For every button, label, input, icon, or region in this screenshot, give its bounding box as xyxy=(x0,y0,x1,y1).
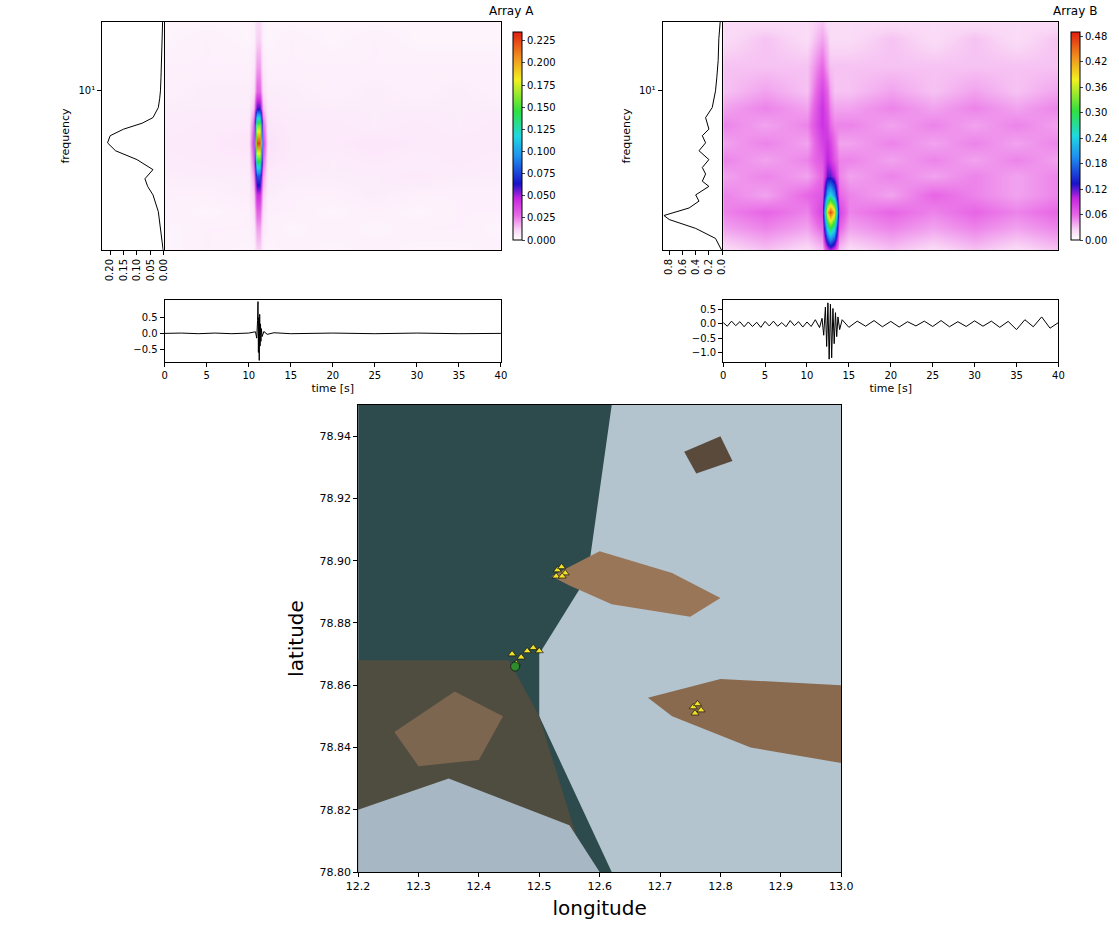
svg-text:78.80: 78.80 xyxy=(319,866,351,879)
svg-text:0.150: 0.150 xyxy=(527,102,556,113)
svg-text:0.42: 0.42 xyxy=(1085,56,1107,67)
svg-text:0.06: 0.06 xyxy=(1085,209,1107,220)
svg-text:5: 5 xyxy=(762,370,768,381)
svg-text:0: 0 xyxy=(720,370,726,381)
svg-text:20: 20 xyxy=(884,370,897,381)
svg-text:40: 40 xyxy=(1052,370,1065,381)
svg-text:25: 25 xyxy=(368,370,381,381)
svg-text:0.8: 0.8 xyxy=(663,259,674,275)
svg-text:30: 30 xyxy=(968,370,981,381)
svg-text:frequency: frequency xyxy=(59,108,72,164)
svg-text:10: 10 xyxy=(242,370,255,381)
svg-text:0.0: 0.0 xyxy=(716,259,727,275)
svg-text:12.2: 12.2 xyxy=(346,880,371,893)
svg-text:10: 10 xyxy=(801,370,814,381)
svg-text:0.100: 0.100 xyxy=(527,146,556,157)
svg-text:0.225: 0.225 xyxy=(527,35,556,46)
svg-text:12.7: 12.7 xyxy=(648,880,673,893)
svg-text:0.15: 0.15 xyxy=(118,259,129,281)
svg-text:−0.5: −0.5 xyxy=(692,333,716,344)
svg-text:0: 0 xyxy=(161,370,167,381)
svg-text:0.5: 0.5 xyxy=(142,312,158,323)
svg-text:12.4: 12.4 xyxy=(467,880,492,893)
svg-text:10¹: 10¹ xyxy=(639,85,656,96)
svg-text:0.00: 0.00 xyxy=(158,259,169,281)
svg-text:frequency: frequency xyxy=(620,108,633,164)
svg-text:0.18: 0.18 xyxy=(1085,158,1107,169)
svg-text:0.48: 0.48 xyxy=(1085,31,1107,42)
svg-text:Array B: Array B xyxy=(1053,4,1097,18)
svg-text:0.00: 0.00 xyxy=(1085,235,1107,246)
svg-text:0.5: 0.5 xyxy=(700,304,716,315)
svg-text:12.5: 12.5 xyxy=(527,880,552,893)
svg-text:−1.0: −1.0 xyxy=(692,347,716,358)
svg-text:0.025: 0.025 xyxy=(527,212,556,223)
svg-text:15: 15 xyxy=(842,370,855,381)
svg-text:78.92: 78.92 xyxy=(319,492,351,505)
svg-text:0.2: 0.2 xyxy=(703,259,714,275)
svg-text:12.8: 12.8 xyxy=(708,880,733,893)
svg-text:12.6: 12.6 xyxy=(587,880,612,893)
svg-text:10¹: 10¹ xyxy=(78,85,95,96)
svg-text:5: 5 xyxy=(204,370,210,381)
svg-text:78.90: 78.90 xyxy=(319,555,351,568)
svg-text:78.88: 78.88 xyxy=(319,617,351,630)
svg-text:0.000: 0.000 xyxy=(527,235,556,246)
svg-text:0.0: 0.0 xyxy=(142,328,158,339)
svg-text:0.6: 0.6 xyxy=(677,259,688,275)
svg-text:20: 20 xyxy=(326,370,339,381)
svg-text:78.82: 78.82 xyxy=(319,804,351,817)
svg-text:0.05: 0.05 xyxy=(145,259,156,281)
svg-text:78.84: 78.84 xyxy=(319,741,351,754)
svg-text:0.175: 0.175 xyxy=(527,80,556,91)
svg-text:0.12: 0.12 xyxy=(1085,184,1107,195)
svg-text:0.4: 0.4 xyxy=(690,259,701,275)
svg-text:15: 15 xyxy=(284,370,297,381)
svg-text:25: 25 xyxy=(926,370,939,381)
svg-text:12.9: 12.9 xyxy=(769,880,794,893)
svg-text:12.3: 12.3 xyxy=(406,880,431,893)
svg-text:0.10: 0.10 xyxy=(131,259,142,281)
svg-text:time [s]: time [s] xyxy=(869,382,912,395)
svg-text:0.050: 0.050 xyxy=(527,190,556,201)
svg-text:0.125: 0.125 xyxy=(527,124,556,135)
svg-text:0.30: 0.30 xyxy=(1085,107,1107,118)
svg-text:35: 35 xyxy=(453,370,466,381)
svg-text:Array A: Array A xyxy=(489,4,534,18)
svg-text:0.200: 0.200 xyxy=(527,57,556,68)
svg-text:longitude: longitude xyxy=(553,896,647,920)
svg-text:30: 30 xyxy=(411,370,424,381)
svg-text:0.36: 0.36 xyxy=(1085,82,1107,93)
svg-text:0.20: 0.20 xyxy=(104,259,115,281)
svg-text:13.0: 13.0 xyxy=(829,880,854,893)
svg-text:0.0: 0.0 xyxy=(700,318,716,329)
svg-text:78.94: 78.94 xyxy=(319,430,351,443)
svg-text:−0.5: −0.5 xyxy=(133,344,157,355)
svg-text:latitude: latitude xyxy=(284,600,308,677)
svg-text:0.075: 0.075 xyxy=(527,168,556,179)
svg-text:0.24: 0.24 xyxy=(1085,133,1107,144)
svg-text:40: 40 xyxy=(495,370,508,381)
svg-text:time [s]: time [s] xyxy=(311,382,354,395)
svg-text:35: 35 xyxy=(1010,370,1023,381)
svg-text:78.86: 78.86 xyxy=(319,679,351,692)
